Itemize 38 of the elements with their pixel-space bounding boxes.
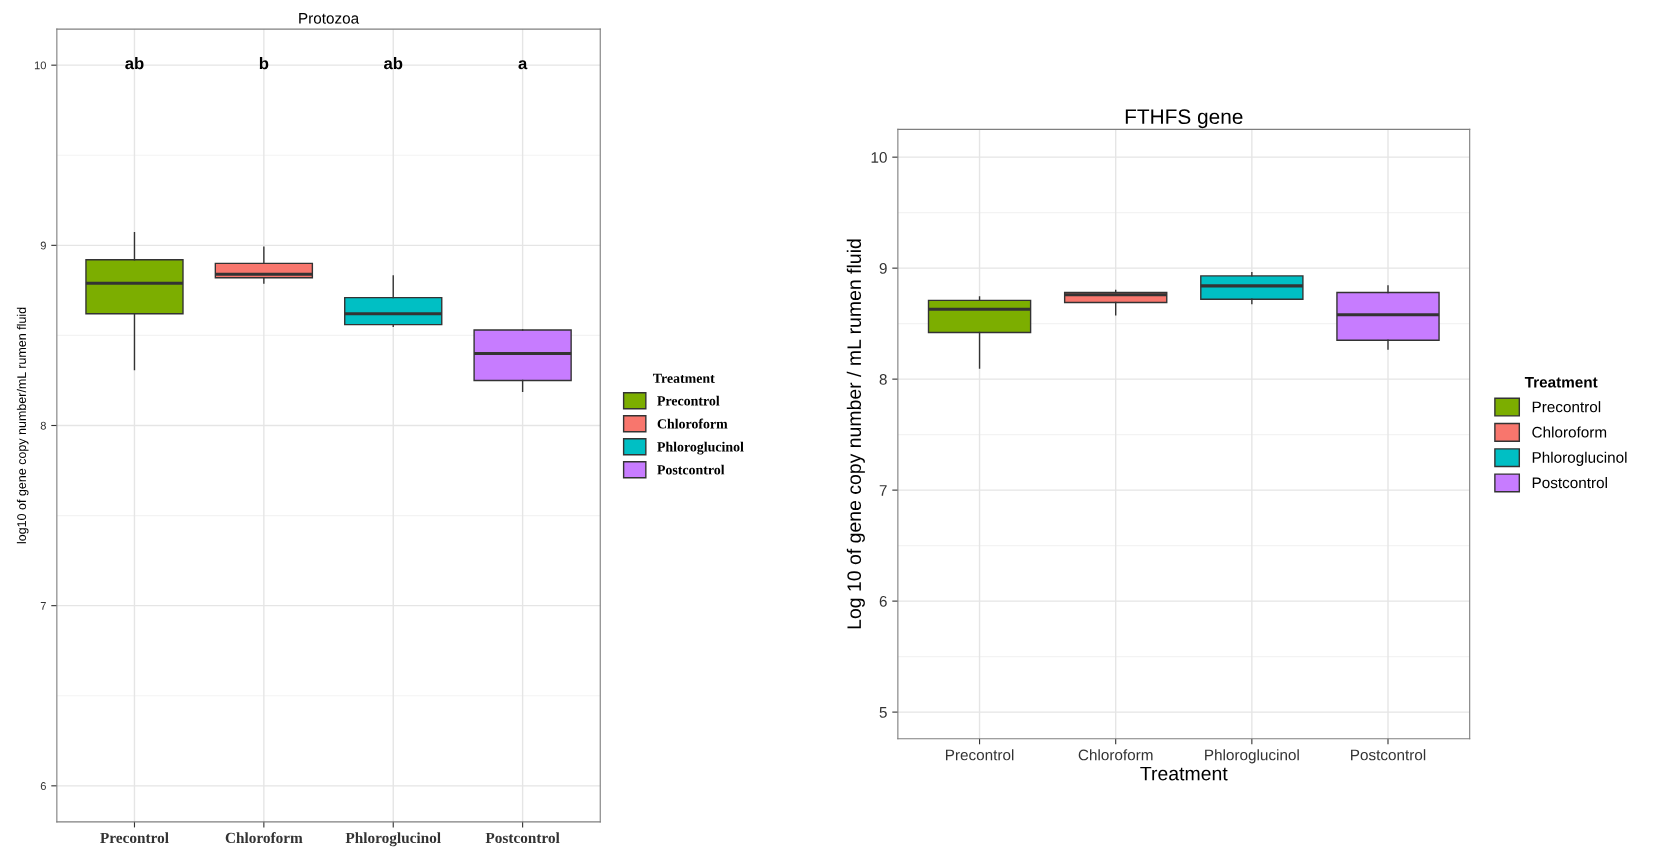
x-tick-label: Chloroform — [1078, 749, 1153, 761]
y-tick-label: 8 — [879, 374, 887, 385]
y-axis-title: Log 10 of gene copy number / mL rumen fluid — [846, 239, 865, 629]
legend-label: Precontrol — [1532, 401, 1601, 413]
y-tick-label: 6 — [40, 782, 46, 790]
x-tick-label: Precontrol — [100, 832, 169, 844]
y-tick-label: 5 — [879, 707, 887, 718]
annotation: b — [259, 57, 269, 70]
x-axis-title: Treatment — [1140, 766, 1228, 781]
annotation: ab — [125, 57, 144, 70]
x-tick-label: Postcontrol — [485, 832, 560, 844]
legend-label: Phloroglucinol — [657, 441, 744, 455]
x-tick-label: Postcontrol — [1351, 749, 1426, 761]
y-tick-label: 6 — [879, 595, 887, 607]
annotation: a — [518, 60, 528, 70]
y-tick-label: 7 — [40, 602, 46, 610]
y-tick-label: 9 — [40, 241, 46, 250]
legend-label: Postcontrol — [1532, 476, 1607, 489]
legend-label: Postcontrol — [657, 464, 725, 475]
chart-title: FTHFS gene — [1125, 109, 1243, 129]
y-tick-label: 9 — [879, 263, 887, 274]
legend-label: Phloroglucinol — [1532, 451, 1627, 466]
x-tick-label: Precontrol — [945, 749, 1014, 761]
y-tick-label: 7 — [879, 485, 887, 496]
x-tick-label: Phloroglucinol — [1205, 749, 1299, 764]
y-axis-title: log10 of gene copy number/mL rumen fluid — [16, 307, 29, 544]
annotation: ab — [384, 57, 403, 70]
legend-label: Chloroform — [1532, 426, 1607, 438]
legend-title: Treatment — [1524, 376, 1598, 388]
x-tick-label: Phloroglucinol — [345, 832, 441, 847]
legend-label: Chloroform — [657, 418, 728, 429]
legend-label: Precontrol — [657, 395, 720, 406]
x-tick-label: Chloroform — [225, 832, 303, 844]
y-tick-label: 10 — [34, 61, 46, 70]
y-tick-label: 10 — [871, 152, 887, 163]
y-tick-label: 8 — [40, 421, 46, 430]
chart-title: Protozoa — [299, 13, 360, 24]
legend-title: Treatment — [652, 373, 715, 383]
